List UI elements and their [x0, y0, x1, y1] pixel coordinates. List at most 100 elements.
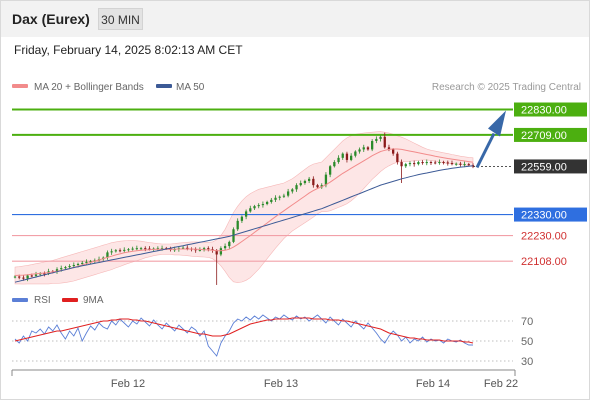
level-label-support: 22108.00: [521, 256, 567, 268]
candle-body: [72, 264, 75, 267]
x-tick-label: Feb 12: [111, 378, 145, 390]
candle-body: [408, 163, 412, 165]
candle-body: [118, 250, 122, 252]
candle-body: [68, 266, 71, 268]
last-price-badge: [514, 159, 587, 174]
candle-body: [396, 153, 399, 163]
candle-body: [358, 149, 361, 152]
candle-body: [135, 248, 138, 250]
candle-body: [345, 153, 349, 160]
candle-body: [333, 162, 336, 167]
candle-body: [240, 216, 244, 221]
candle-body: [404, 164, 407, 167]
level-label-support: 22230.00: [521, 231, 567, 243]
projection-arrow-shaft: [475, 132, 496, 169]
candle-body: [223, 246, 227, 249]
candle-body: [228, 241, 231, 247]
candle-body: [341, 153, 344, 158]
legend-ma20-label: MA 20 + Bollinger Bands: [34, 82, 144, 93]
candle-body: [463, 164, 466, 166]
candle-body: [467, 164, 470, 166]
level-label-resistance: 22830.00: [521, 105, 567, 117]
candle-body: [34, 274, 38, 276]
candle-body: [156, 248, 160, 250]
candle-body: [22, 277, 25, 279]
source-credit: Research © 2025 Trading Central: [432, 82, 581, 93]
candle-body: [110, 251, 113, 253]
legend-ma50-swatch: [156, 84, 172, 88]
candle-body: [160, 248, 164, 250]
candle-body: [55, 269, 59, 272]
candle-body: [429, 162, 433, 164]
candle-body: [350, 155, 353, 160]
candle-body: [362, 147, 365, 150]
legend-rsi-label: RSI: [34, 295, 51, 306]
candle-body: [442, 162, 445, 164]
level-label-pivot: 22330.00: [521, 210, 567, 222]
candle-body: [257, 205, 260, 207]
candle-body: [299, 183, 302, 186]
candle-body: [76, 263, 80, 265]
candle-body: [261, 204, 265, 206]
candle-body: [236, 220, 239, 230]
candle-body: [371, 141, 374, 150]
level-badge-pivot: [514, 207, 587, 222]
candle-body: [375, 138, 378, 142]
candle-body: [265, 201, 269, 205]
candle-body: [106, 252, 109, 258]
candle-body: [320, 185, 323, 188]
candle-body: [253, 206, 256, 209]
level-badge-resistance: [514, 102, 587, 117]
candle-body: [387, 147, 391, 150]
candle-body: [123, 249, 126, 251]
candle-body: [366, 147, 370, 150]
candle-body: [421, 162, 424, 164]
candle-body: [39, 273, 42, 275]
last-price-label: 22559.00: [521, 161, 567, 173]
candle-body: [219, 248, 223, 255]
candle-body: [400, 162, 403, 167]
x-tick-label: Feb 14: [416, 378, 450, 390]
timeframe-button[interactable]: 30 MIN: [98, 8, 143, 30]
candle-body: [450, 163, 454, 165]
candle-body: [30, 275, 33, 277]
candle-body: [127, 249, 130, 251]
candle-body: [148, 248, 151, 250]
candle-body: [13, 276, 17, 278]
candle-body: [181, 247, 185, 249]
candle-body: [312, 178, 315, 186]
candle-body: [278, 196, 281, 198]
header-bar: Dax (Eurex) 30 MIN: [1, 1, 589, 37]
candle-body: [139, 248, 143, 250]
candle-body: [244, 211, 248, 217]
candle-body: [434, 162, 437, 164]
candle-body: [286, 191, 290, 196]
candle-body: [215, 250, 218, 255]
candle-body: [438, 162, 441, 164]
candle-body: [249, 208, 252, 212]
candle-body: [383, 136, 386, 148]
candle-body: [295, 185, 298, 190]
candle-body: [274, 197, 277, 200]
ma20-line: [14, 148, 474, 276]
ma50-line: [14, 165, 474, 283]
candle-body: [198, 249, 202, 251]
rsi-ma-line: [14, 317, 474, 344]
candle-body: [307, 178, 311, 181]
candle-body: [186, 247, 189, 249]
candle-body: [43, 273, 46, 275]
instrument-title: Dax (Eurex): [12, 11, 90, 27]
candle-body: [207, 248, 210, 250]
x-tick-label: Feb 22: [484, 378, 518, 390]
candle-body: [89, 261, 92, 263]
candle-body: [291, 189, 294, 192]
rsi-tick-label: 50: [521, 336, 533, 348]
level-label-resistance: 22709.00: [521, 130, 567, 142]
candle-body: [211, 249, 214, 251]
candle-body: [446, 162, 449, 164]
candle-body: [379, 136, 382, 139]
candle-body: [131, 248, 134, 250]
candle-body: [26, 275, 29, 279]
